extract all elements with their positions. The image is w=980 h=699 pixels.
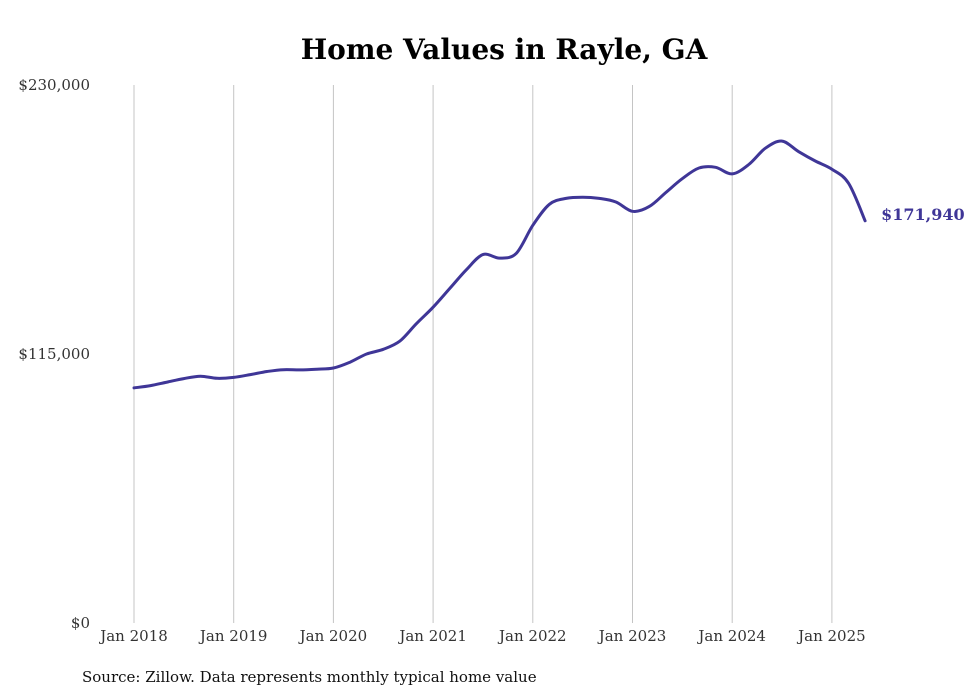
x-tick-label: Jan 2019 <box>198 627 268 645</box>
x-tick-label: Jan 2020 <box>298 627 368 645</box>
x-tick-label: Jan 2022 <box>497 627 567 645</box>
x-tick-label: Jan 2018 <box>98 627 168 645</box>
y-tick-label: $0 <box>71 614 90 632</box>
end-value-label: $171,940 <box>881 205 965 224</box>
gridlines <box>133 85 833 623</box>
y-tick-label: $115,000 <box>18 345 90 363</box>
x-axis-tick-labels: Jan 2018 Jan 2019 Jan 2020 Jan 2021 Jan 2022… <box>98 627 865 645</box>
x-tick-label: Jan 2021 <box>397 627 467 645</box>
y-axis-tick-labels: $0 $115,000 $230,000 <box>18 76 90 632</box>
y-tick-label: $230,000 <box>18 76 90 94</box>
source-note: Source: Zillow. Data represents monthly … <box>82 668 537 686</box>
chart-title: Home Values in Rayle, GA <box>301 33 709 66</box>
x-tick-label: Jan 2023 <box>597 627 667 645</box>
x-tick-label: Jan 2024 <box>696 627 766 645</box>
series-line <box>132 139 867 390</box>
x-tick-label: Jan 2025 <box>796 627 866 645</box>
series-group <box>132 139 867 390</box>
